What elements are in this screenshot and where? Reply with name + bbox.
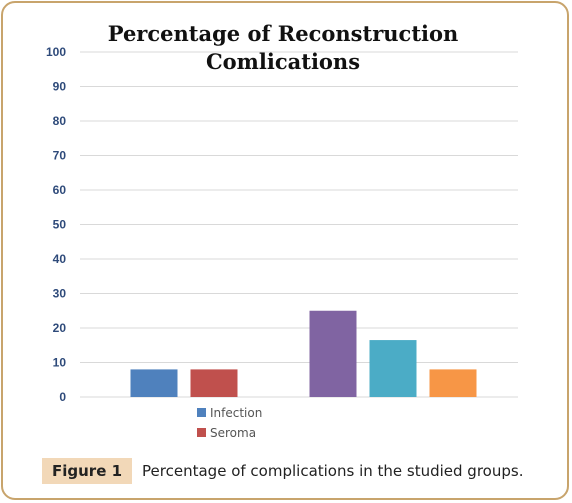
- bar-5: [429, 369, 477, 397]
- bar-1: [130, 369, 178, 397]
- y-tick-label: 90: [53, 80, 67, 94]
- caption-text: Percentage of complications in the studi…: [142, 462, 524, 480]
- bar-4: [369, 340, 417, 397]
- chart-title-line-1: Percentage of Reconstruction: [108, 21, 459, 46]
- y-tick-label: 0: [59, 390, 66, 404]
- y-tick-label: 30: [53, 287, 67, 301]
- y-tick-label: 100: [46, 45, 66, 59]
- figure-label: Figure 1: [42, 458, 133, 484]
- figure-caption: Figure 1 Percentage of complications in …: [42, 456, 523, 486]
- y-tick-label: 60: [53, 183, 67, 197]
- legend-swatch-seroma: [197, 428, 206, 437]
- y-tick-label: 70: [53, 149, 67, 163]
- y-tick-label: 40: [53, 252, 67, 266]
- y-tick-label: 80: [53, 114, 67, 128]
- bar-2: [190, 369, 238, 397]
- y-tick-label: 10: [53, 356, 67, 370]
- y-tick-label: 20: [53, 321, 67, 335]
- bar-3: [309, 310, 357, 397]
- legend-swatch-infection: [197, 408, 206, 417]
- legend-label-seroma: Seroma: [210, 426, 256, 440]
- legend-label-infection: Infection: [210, 406, 262, 420]
- y-tick-label: 50: [53, 218, 67, 232]
- chart-title-line-2: Comlications: [206, 49, 360, 74]
